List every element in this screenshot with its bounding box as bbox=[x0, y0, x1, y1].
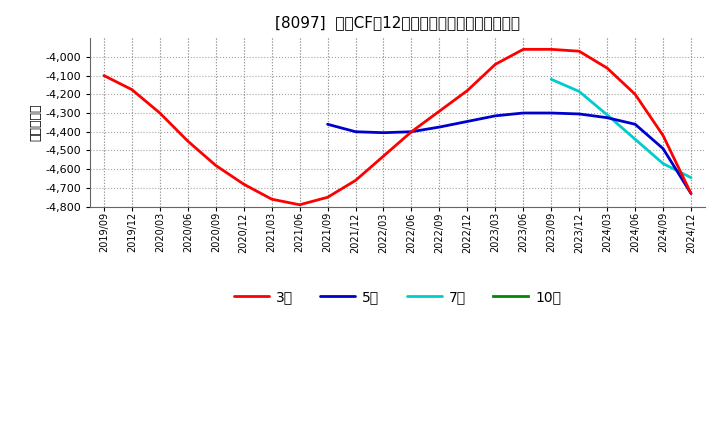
3年 bbox=[295, 202, 304, 207]
7年 bbox=[687, 175, 696, 180]
7年 bbox=[603, 112, 611, 117]
3年 bbox=[127, 87, 136, 92]
3年 bbox=[463, 88, 472, 93]
5年 bbox=[379, 130, 388, 136]
3年 bbox=[491, 62, 500, 67]
3年 bbox=[212, 163, 220, 168]
5年 bbox=[603, 115, 611, 120]
5年 bbox=[463, 119, 472, 124]
7年 bbox=[547, 77, 556, 82]
3年 bbox=[631, 92, 639, 97]
5年 bbox=[491, 113, 500, 118]
7年 bbox=[575, 89, 583, 94]
5年 bbox=[659, 146, 667, 151]
3年 bbox=[547, 47, 556, 52]
3年 bbox=[603, 66, 611, 71]
7年 bbox=[659, 161, 667, 166]
5年 bbox=[547, 110, 556, 116]
Line: 7年: 7年 bbox=[552, 79, 691, 178]
5年 bbox=[519, 110, 528, 116]
5年 bbox=[631, 121, 639, 127]
5年 bbox=[575, 111, 583, 117]
3年 bbox=[687, 191, 696, 196]
5年 bbox=[323, 121, 332, 127]
3年 bbox=[267, 197, 276, 202]
3年 bbox=[379, 154, 388, 159]
3年 bbox=[407, 129, 415, 134]
5年 bbox=[435, 125, 444, 130]
3年 bbox=[575, 48, 583, 54]
5年 bbox=[407, 129, 415, 134]
3年 bbox=[435, 109, 444, 114]
Legend: 3年, 5年, 7年, 10年: 3年, 5年, 7年, 10年 bbox=[228, 284, 567, 309]
3年 bbox=[659, 133, 667, 138]
Line: 5年: 5年 bbox=[328, 113, 691, 194]
5年 bbox=[687, 191, 696, 196]
3年 bbox=[184, 139, 192, 144]
3年 bbox=[351, 178, 360, 183]
5年 bbox=[351, 129, 360, 134]
3年 bbox=[519, 47, 528, 52]
Title: [8097]  投賄CFだ12か月移動合計の平均値の推移: [8097] 投賄CFだ12か月移動合計の平均値の推移 bbox=[275, 15, 520, 30]
Line: 3年: 3年 bbox=[104, 49, 691, 205]
3年 bbox=[239, 182, 248, 187]
3年 bbox=[156, 110, 164, 116]
3年 bbox=[99, 73, 108, 78]
Y-axis label: （百万円）: （百万円） bbox=[30, 104, 42, 141]
3年 bbox=[323, 194, 332, 200]
7年 bbox=[631, 136, 639, 142]
